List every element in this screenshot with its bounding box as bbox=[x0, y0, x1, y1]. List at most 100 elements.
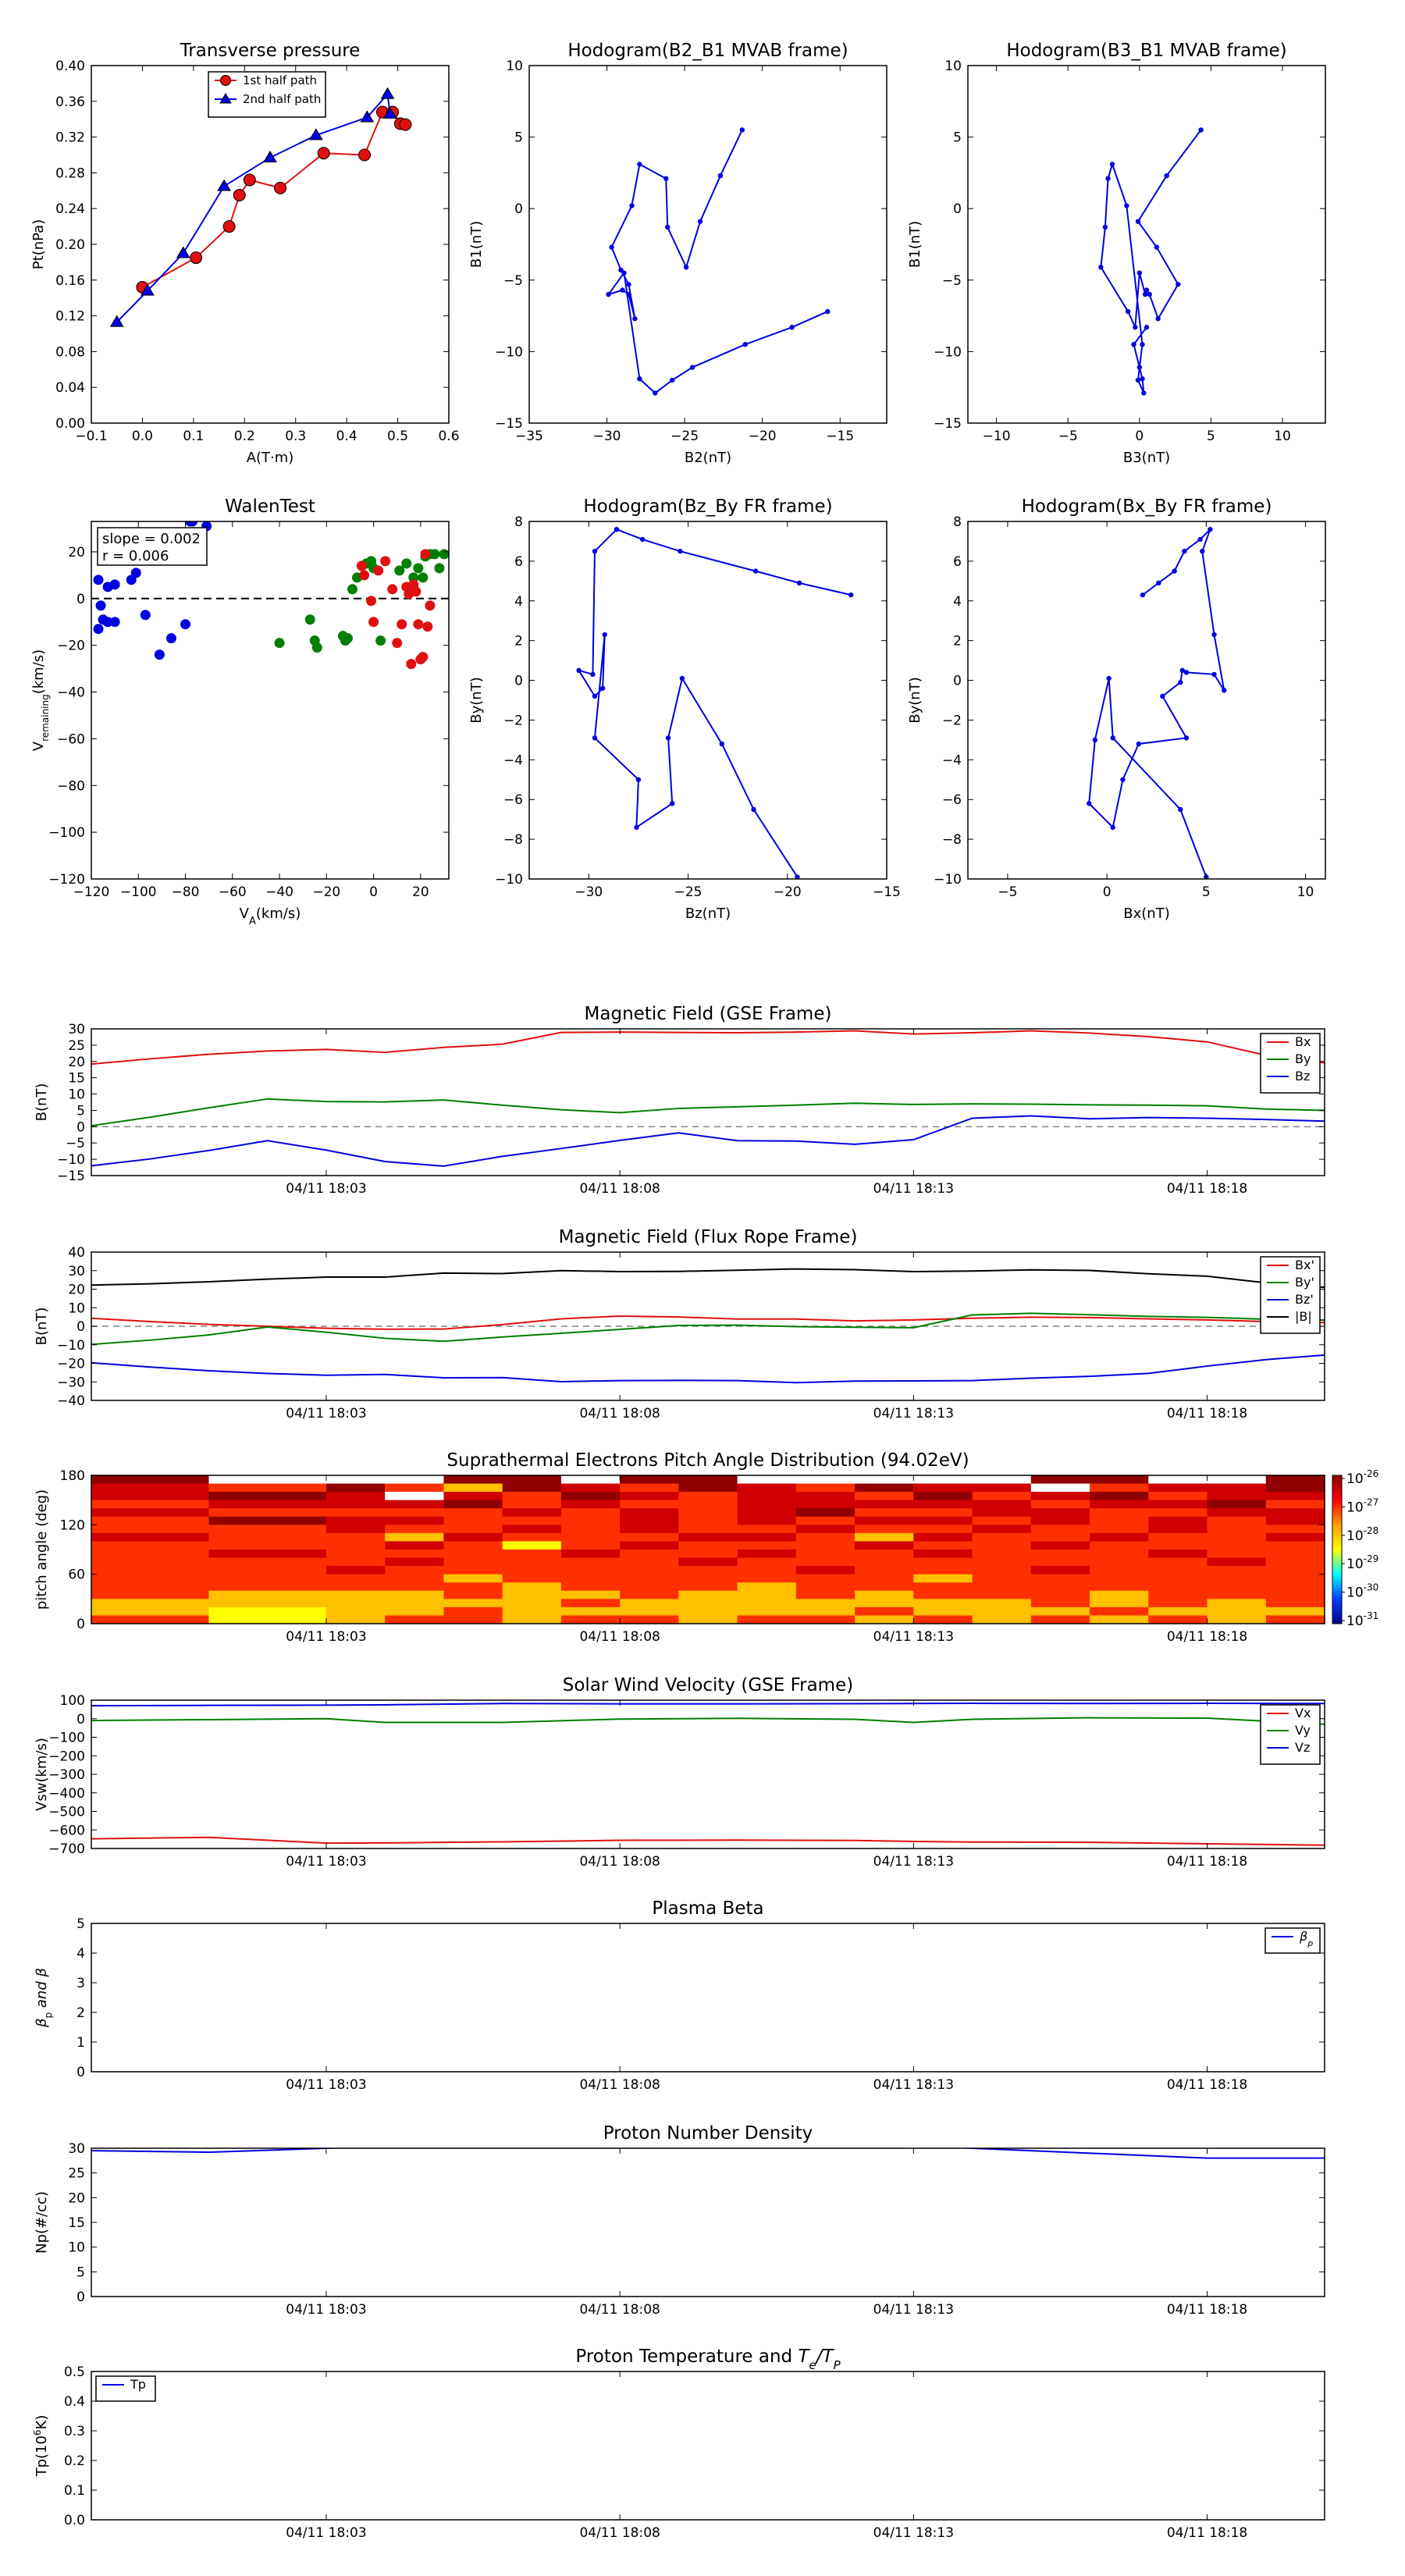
y-tick-label: 6 bbox=[514, 554, 523, 570]
scatter-point bbox=[165, 633, 176, 644]
series-point bbox=[1110, 735, 1115, 741]
series-point bbox=[592, 693, 598, 699]
x-tick-label: 04/11 18:13 bbox=[873, 1854, 954, 1870]
heatmap-cell bbox=[91, 1606, 209, 1616]
y-axis-label: B1(nT) bbox=[468, 221, 485, 268]
heatmap-cell bbox=[913, 1475, 973, 1485]
x-tick-label: −25 bbox=[670, 429, 699, 444]
y-tick-label: 5 bbox=[514, 130, 523, 146]
heatmap-cell bbox=[560, 1500, 621, 1509]
heatmap-cell bbox=[208, 1541, 327, 1550]
heatmap-cell bbox=[1265, 1566, 1325, 1575]
heatmap-cell bbox=[385, 1483, 444, 1493]
series-point bbox=[190, 251, 203, 265]
legend-label: Tp bbox=[130, 2377, 146, 2392]
heatmap-cell bbox=[325, 1500, 386, 1509]
series-point bbox=[1147, 291, 1152, 297]
scatter-point bbox=[413, 563, 424, 574]
heatmap-cell bbox=[795, 1599, 855, 1608]
annotation-box bbox=[97, 527, 208, 566]
heatmap-cell bbox=[1090, 1516, 1149, 1525]
heatmap-cell bbox=[913, 1566, 973, 1575]
heatmap-cell bbox=[1265, 1574, 1325, 1583]
y-tick-label: 2 bbox=[76, 2005, 85, 2021]
legend-label-part: 1st half path bbox=[243, 73, 317, 87]
title-part: Proton Temperature and bbox=[575, 2347, 798, 2367]
colorbar-exp: -28 bbox=[1364, 1525, 1379, 1536]
label-part: (km/s) bbox=[256, 906, 301, 922]
heatmap-cell bbox=[443, 1516, 503, 1525]
colorbar-label: 10-31 bbox=[1346, 1610, 1378, 1629]
y-tick-label: 0.32 bbox=[55, 130, 85, 146]
heatmap-cell bbox=[502, 1582, 562, 1592]
heatmap-cell bbox=[1207, 1525, 1267, 1534]
heatmap-cell bbox=[1030, 1574, 1090, 1583]
heatmap-cell bbox=[385, 1500, 444, 1509]
y-tick-label: 30 bbox=[68, 1264, 85, 1279]
heatmap-cell bbox=[1148, 1516, 1208, 1525]
heatmap-cell bbox=[855, 1532, 914, 1542]
heatmap-cell bbox=[795, 1557, 855, 1567]
x-tick-label: −60 bbox=[219, 884, 247, 900]
series-point bbox=[1160, 693, 1165, 699]
legend-box bbox=[1260, 1033, 1321, 1094]
series-point bbox=[1144, 287, 1150, 293]
heatmap-cell bbox=[737, 1508, 797, 1517]
heatmap-cell bbox=[560, 1508, 621, 1517]
legend-label: Bz bbox=[1295, 1069, 1310, 1083]
heatmap-cell bbox=[325, 1508, 386, 1517]
x-tick-label: 04/11 18:03 bbox=[286, 1181, 366, 1197]
y-tick-label: −700 bbox=[48, 1841, 85, 1857]
heatmap-cell bbox=[325, 1566, 386, 1575]
heatmap-cell bbox=[1265, 1606, 1325, 1616]
heatmap-cell bbox=[1090, 1599, 1149, 1608]
heatmap-cell bbox=[678, 1550, 738, 1559]
heatmap-cell bbox=[1207, 1566, 1267, 1575]
heatmap-cell bbox=[91, 1557, 209, 1567]
series-point bbox=[140, 283, 155, 296]
y-axis-label: B1(nT) bbox=[907, 221, 923, 268]
heatmap-cell bbox=[1030, 1557, 1090, 1567]
heatmap-cell bbox=[325, 1557, 386, 1567]
heatmap-cell bbox=[560, 1492, 621, 1501]
series-point bbox=[1110, 824, 1115, 831]
series-point bbox=[689, 365, 695, 370]
colorbar-base: 10 bbox=[1346, 1528, 1364, 1544]
chart-plasma-beta: Plasma Beta 04/11 18:03 04/11 18:08 04/11 1… bbox=[34, 1898, 1325, 2093]
heatmap-cell bbox=[443, 1590, 503, 1599]
series-point bbox=[176, 246, 190, 258]
heatmap-cell bbox=[737, 1483, 797, 1493]
heatmap-cell bbox=[1207, 1492, 1267, 1501]
heatmap-cell bbox=[91, 1516, 209, 1525]
chart-solar-wind-velocity: Solar Wind Velocity (GSE Frame) 04/11 18:… bbox=[34, 1675, 1325, 1870]
y-tick-label: −300 bbox=[48, 1767, 85, 1783]
y-tick-label: 0 bbox=[76, 1319, 85, 1335]
heatmap-cell bbox=[1148, 1615, 1208, 1624]
heatmap-cell bbox=[560, 1606, 621, 1616]
heatmap-cell bbox=[795, 1615, 855, 1624]
y-tick-label: 20 bbox=[68, 1055, 85, 1070]
series-point bbox=[739, 127, 745, 133]
heatmap-cell bbox=[443, 1541, 503, 1550]
heatmap-cell bbox=[620, 1492, 679, 1501]
heatmap-cell bbox=[91, 1492, 209, 1501]
x-tick-label: 04/11 18:08 bbox=[579, 2525, 660, 2541]
heatmap-cell bbox=[443, 1483, 503, 1493]
heatmap-cell bbox=[443, 1492, 503, 1501]
heatmap-cell bbox=[795, 1508, 855, 1517]
heatmap-cell bbox=[1265, 1516, 1325, 1525]
label-part: Pt(nPa) bbox=[30, 219, 47, 269]
series-point bbox=[222, 220, 236, 233]
heatmap-cell bbox=[208, 1483, 327, 1493]
chart-hodogram-b2-b1: Hodogram(B2_B1 MVAB frame) −35 −30 −25 −20 −1… bbox=[468, 41, 887, 466]
heatmap-cell bbox=[560, 1525, 621, 1534]
legend-label: Vy bbox=[1295, 1723, 1311, 1738]
heatmap-cell bbox=[385, 1574, 444, 1583]
y-tick-label: 0 bbox=[514, 674, 523, 689]
y-axis-label: B(nT) bbox=[34, 1308, 50, 1346]
series-point bbox=[360, 110, 375, 123]
heatmap-cell bbox=[91, 1525, 209, 1534]
axes-frame bbox=[967, 65, 1326, 424]
legend-box bbox=[1264, 1927, 1321, 1954]
